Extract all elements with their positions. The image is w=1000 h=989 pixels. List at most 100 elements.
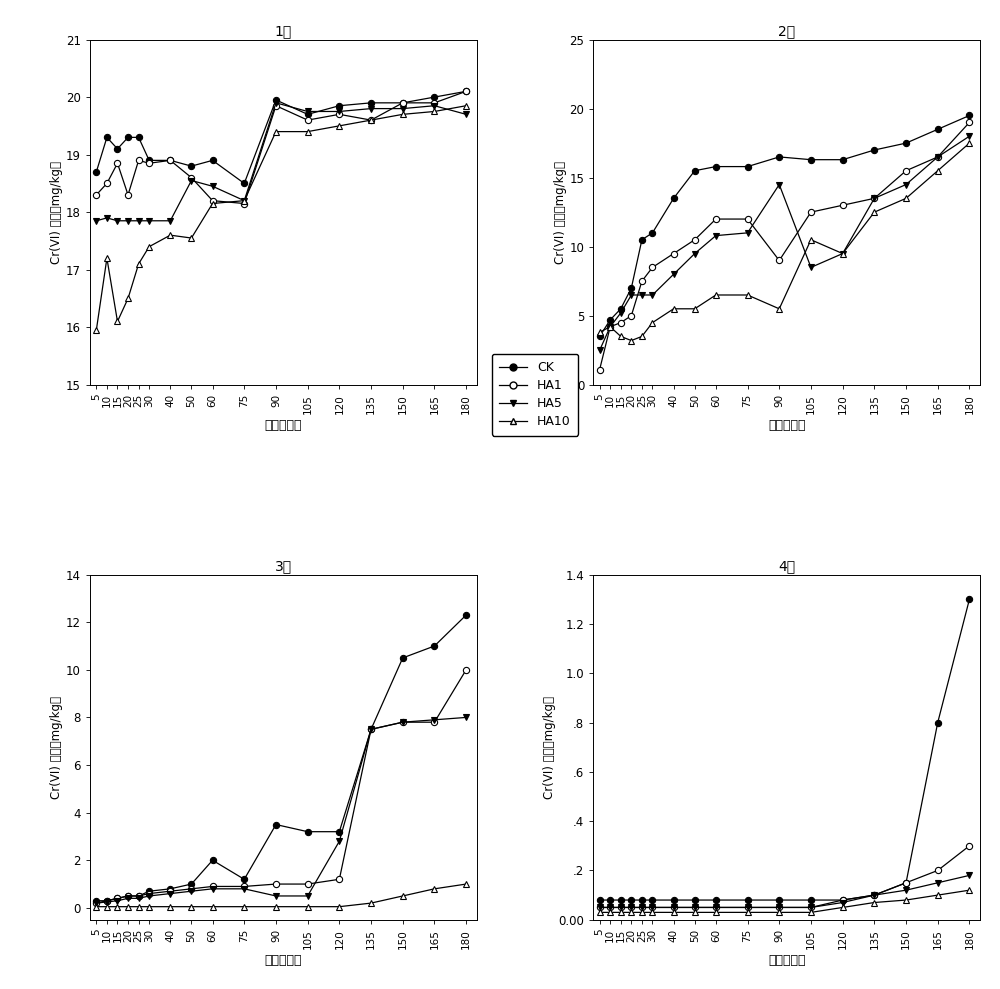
HA1 [164,154,176,166]
HA1 [668,247,680,259]
HA10 [868,207,880,219]
HA10 [460,100,472,112]
Line: HA5: HA5 [597,872,973,911]
HA1 [302,878,314,890]
HA5 [238,883,250,895]
CK [868,144,880,156]
HA5 [122,892,134,904]
CK [90,895,102,907]
HA5 [111,215,123,226]
HA10 [773,907,785,919]
Line: HA5: HA5 [93,100,469,224]
HA1 [460,85,472,97]
HA1 [397,97,409,109]
HA1 [805,902,817,914]
HA1 [365,723,377,735]
HA1 [143,157,155,169]
HA5 [143,890,155,902]
Line: HA1: HA1 [597,120,973,373]
HA5 [90,897,102,909]
HA10 [594,326,606,338]
HA1 [805,207,817,219]
HA1 [164,885,176,897]
HA10 [302,901,314,913]
HA1 [742,213,754,225]
Y-axis label: Cr(VI) 浓度（mg/kg）: Cr(VI) 浓度（mg/kg） [50,160,63,264]
CK [773,151,785,163]
HA1 [122,890,134,902]
HA10 [207,198,219,210]
HA10 [164,901,176,913]
HA5 [837,897,849,909]
HA10 [668,907,680,919]
CK [460,609,472,621]
HA10 [932,165,944,177]
HA10 [238,195,250,207]
HA10 [365,897,377,909]
X-axis label: 时间（天）: 时间（天） [265,954,302,967]
CK [837,894,849,906]
Line: HA10: HA10 [597,887,973,916]
HA10 [90,901,102,913]
HA5 [668,902,680,914]
CK [900,877,912,889]
HA10 [742,289,754,301]
HA10 [143,240,155,252]
HA1 [773,254,785,266]
Title: 2区: 2区 [778,25,795,39]
CK [837,153,849,165]
HA1 [963,117,975,129]
HA5 [710,229,722,241]
CK [742,894,754,906]
HA1 [90,897,102,909]
HA1 [710,213,722,225]
HA1 [604,320,616,332]
CK [668,894,680,906]
HA5 [460,109,472,121]
HA1 [428,716,440,728]
HA5 [111,895,123,907]
CK [460,85,472,97]
CK [625,282,637,294]
Line: HA10: HA10 [93,103,469,333]
HA1 [963,840,975,852]
HA10 [963,884,975,896]
CK [133,890,145,902]
CK [397,97,409,109]
CK [365,97,377,109]
HA5 [615,307,627,318]
CK [594,894,606,906]
Y-axis label: Cr(VI) 浓度（mg/kg）: Cr(VI) 浓度（mg/kg） [50,695,63,799]
HA5 [333,836,345,848]
CK [805,894,817,906]
HA10 [773,303,785,315]
HA10 [270,901,282,913]
X-axis label: 时间（天）: 时间（天） [768,419,805,432]
HA1 [636,902,648,914]
CK [185,878,197,890]
HA1 [646,261,658,273]
HA10 [805,907,817,919]
CK [397,652,409,664]
CK [646,226,658,238]
HA5 [868,193,880,205]
HA1 [133,154,145,166]
HA1 [932,151,944,163]
HA10 [932,889,944,901]
HA1 [636,275,648,287]
CK [207,154,219,166]
HA1 [868,193,880,205]
HA1 [625,310,637,321]
HA10 [133,901,145,913]
HA5 [932,877,944,889]
HA5 [646,902,658,914]
CK [207,854,219,866]
HA5 [164,888,176,900]
HA5 [625,289,637,301]
HA5 [164,215,176,226]
HA10 [963,137,975,149]
HA1 [900,877,912,889]
X-axis label: 时间（天）: 时间（天） [768,954,805,967]
HA1 [90,189,102,201]
HA5 [185,175,197,187]
